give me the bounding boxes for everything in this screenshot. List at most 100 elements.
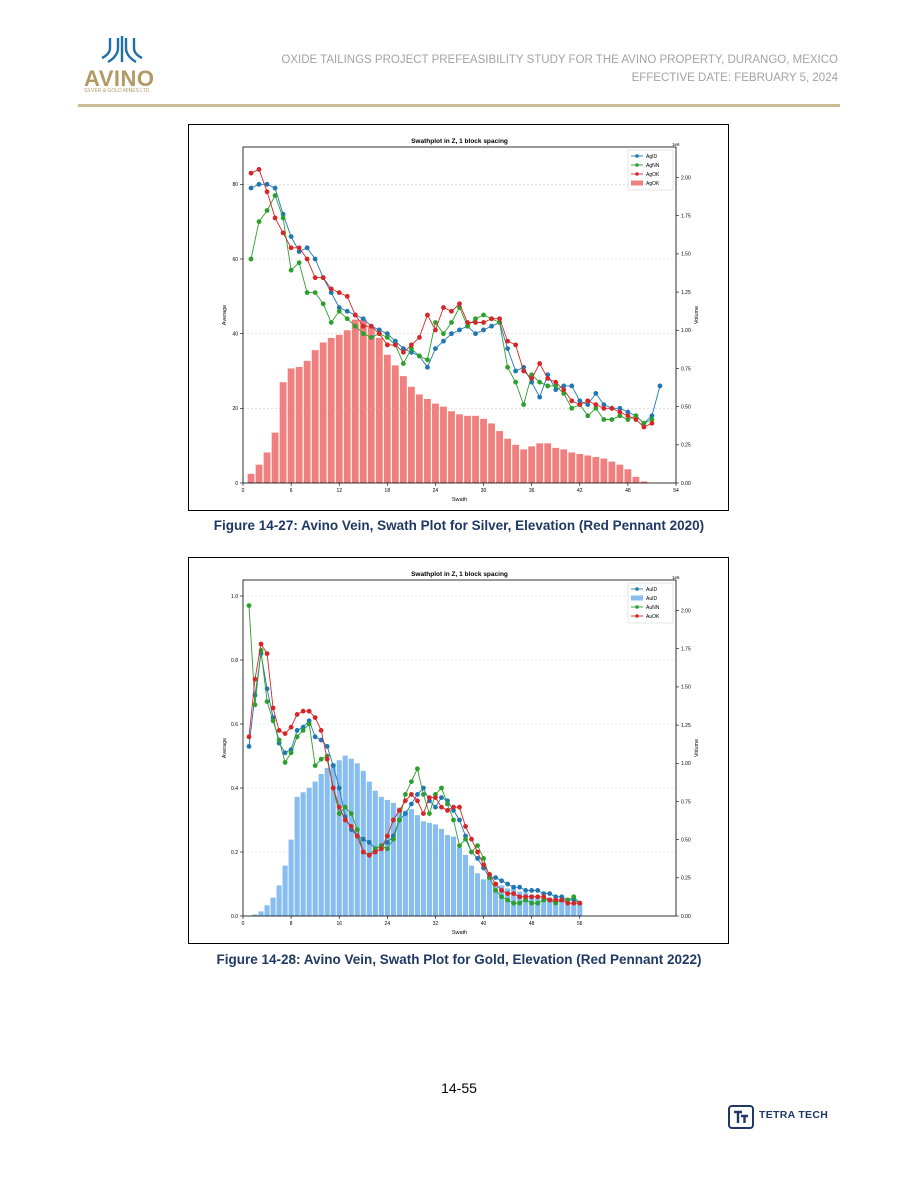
series-point-aunn [276,737,282,743]
series-point-agok [376,331,382,337]
volume-bar [440,406,447,483]
series-point-agid [328,290,334,295]
series-point-agok [280,230,286,236]
y2-tick-label: 1.00 [681,761,691,767]
series-point-agnn [569,405,575,411]
series-point-aunn [451,817,456,823]
series-point-auok [354,833,360,839]
series-point-auid [493,875,498,880]
volume-bar [560,449,568,483]
volume-bar [247,473,255,483]
x-axis-label: Swath [452,930,467,936]
series-point-auok [300,708,306,714]
volume-bar [312,781,318,916]
series-point-agok [400,349,406,355]
y-tick-label: 20 [232,406,238,412]
series-point-aunn [493,888,498,893]
logo-subtext: SILVER & GOLD MINES LTD. [84,88,151,94]
y2-tick-label: 1.75 [681,647,691,653]
series-point-auid [415,792,420,797]
volume-bar [499,885,505,916]
volume-bar [528,446,536,483]
plot-frame [242,146,677,484]
series-point-agok [545,376,551,381]
series-point-agnn [561,391,567,396]
series-point-aunn [390,836,396,842]
legend-label: AuNN [646,605,660,611]
volume-bar [577,903,583,916]
series-point-agnn [368,335,374,340]
y2-tick-label: 1.75 [681,214,691,220]
series-line-agid [250,183,661,424]
series-point-aunn [445,801,450,807]
volume-bar [319,342,327,483]
series-point-auok [427,795,432,800]
x-tick-label: 30 [481,488,487,494]
volume-bar [592,457,600,483]
volume-bar [600,458,608,483]
series-point-agok [577,402,583,407]
series-point-aunn [342,804,348,810]
volume-bar [414,815,420,916]
series-point-aunn [457,843,462,848]
series-point-agnn [473,316,478,322]
series-point-aunn [505,897,511,903]
series-point-agid [601,402,607,407]
series-point-auid [535,888,541,893]
series-point-agid [449,331,454,337]
series-point-agid [585,402,591,407]
series-point-auok [517,894,523,900]
series-point-agnn [521,402,527,407]
series-point-agid [344,308,350,314]
series-point-aunn [336,811,342,816]
series-point-agok [425,312,430,318]
y-tick-label: 0.6 [231,722,238,728]
series-point-auok [457,804,462,810]
volume-bar [552,447,560,483]
series-point-auok [342,817,348,823]
series-point-agnn [352,323,358,329]
series-point-auok [433,795,438,800]
series-point-agok [569,398,575,404]
y-tick-label: 0.2 [231,850,238,856]
volume-bar [426,822,432,916]
volume-bar [335,334,343,483]
series-point-agid [441,338,446,344]
series-point-auok [499,888,504,893]
volume-bar [520,449,528,483]
series-point-agnn [649,417,655,422]
series-point-agok [312,275,318,281]
series-point-agnn [553,383,559,389]
series-point-agid [505,346,511,351]
series-point-aunn [415,766,420,772]
series-point-agnn [312,290,318,295]
y2-tick-label: 2.00 [681,175,691,181]
series-point-agid [457,327,462,333]
x-tick-label: 16 [336,921,342,927]
series-point-agnn [537,379,543,385]
series-point-agok [288,245,294,251]
series-point-auok [348,824,354,829]
series-point-agid [392,338,398,344]
series-point-auid [529,888,535,893]
legend-label: AuID [646,596,658,602]
series-point-agok [336,290,342,295]
series-point-aunn [288,750,294,756]
series-point-agid [617,405,623,411]
legend-label: AuOK [646,614,660,620]
series-point-aunn [282,760,288,765]
volume-bar [496,431,504,483]
volume-bar [462,854,469,916]
series-point-agnn [481,312,486,318]
x-tick-label: 54 [673,488,679,494]
y2-tick-label: 0.75 [681,366,691,372]
series-point-agid [529,379,535,385]
tetra-tech-logo-icon [728,1105,754,1129]
series-point-aunn [421,792,426,797]
series-point-auok [445,808,450,813]
series-point-agok [449,308,454,314]
series-point-auok [463,824,468,829]
series-point-auok [390,817,396,823]
volume-bar [547,897,553,916]
x-tick-label: 42 [577,488,583,494]
